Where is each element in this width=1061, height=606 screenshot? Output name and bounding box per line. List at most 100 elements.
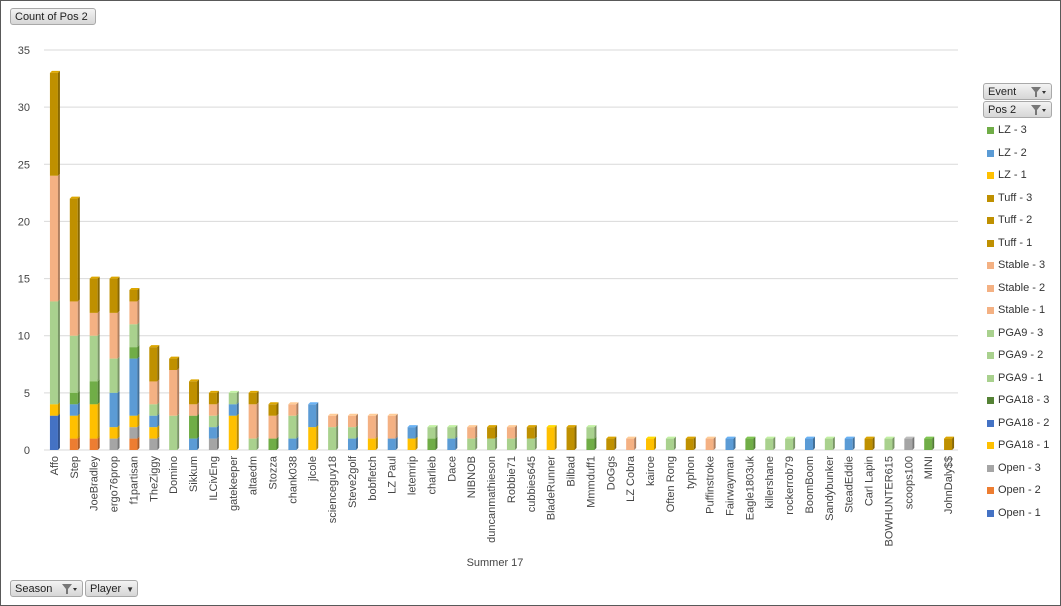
bar-front: [785, 438, 794, 450]
x-tick-label: Stozza: [268, 455, 280, 490]
bar-side: [236, 413, 239, 450]
bar-front: [288, 404, 297, 416]
bar-front: [49, 175, 58, 302]
bar-front: [69, 301, 78, 336]
bar-side: [375, 413, 378, 439]
x-tick-label: BoomBoom: [804, 456, 816, 513]
legend-swatch: [987, 217, 994, 224]
bar-side: [514, 425, 517, 439]
bar-front: [407, 427, 416, 439]
bar-top: [606, 436, 617, 439]
bar-segment: [685, 436, 696, 450]
bar-segment: [387, 436, 398, 450]
bar-front: [268, 404, 277, 416]
bar-front: [129, 427, 138, 439]
bar-front: [169, 358, 178, 370]
event-filter-button[interactable]: Event: [983, 83, 1052, 100]
pos2-filter-label: Pos 2: [988, 104, 1017, 116]
bar-front: [387, 415, 396, 439]
bar-front: [447, 438, 456, 450]
bar-segment: [169, 368, 180, 416]
bar-side: [77, 402, 80, 416]
bar-segment: [506, 436, 517, 450]
x-tick-label: bobfletch: [367, 456, 379, 501]
bar-top: [924, 436, 935, 439]
legend-label: LZ - 1: [998, 169, 1027, 181]
bar-side: [197, 379, 200, 405]
bar-side: [932, 436, 935, 450]
bar-segment: [427, 425, 438, 439]
bar-top: [169, 356, 180, 359]
bar-top: [705, 436, 716, 439]
count-of-pos2-button[interactable]: Count of Pos 2: [10, 8, 96, 25]
bar-front: [109, 438, 118, 450]
x-tick-label: JoeBradley: [89, 456, 101, 512]
bar-side: [97, 333, 100, 382]
bar-segment: [109, 276, 120, 313]
bar-segment: [447, 436, 458, 450]
legend-swatch: [987, 442, 994, 449]
bar-segment: [89, 402, 100, 439]
legend-label: Tuff - 2: [998, 214, 1033, 226]
bar-segment: [69, 402, 80, 416]
bar-side: [276, 436, 279, 450]
bar-front: [89, 278, 98, 313]
bar-segment: [308, 425, 319, 450]
bar-top: [765, 436, 776, 439]
bar-side: [137, 345, 140, 359]
bar-side: [77, 436, 80, 450]
x-group-label: Summer 17: [467, 557, 524, 569]
legend-swatch: [987, 464, 994, 472]
bar-side: [216, 425, 219, 439]
bar-front: [109, 358, 118, 393]
x-tick-label: BladeRunner: [546, 456, 558, 521]
bar-side: [534, 425, 537, 439]
bar-side: [475, 436, 478, 450]
bar-top: [665, 436, 676, 439]
y-tick-label: 30: [18, 102, 30, 114]
bar-side: [137, 356, 140, 416]
pos2-filter-button[interactable]: Pos 2: [983, 101, 1052, 118]
x-tick-label: chank038: [287, 456, 299, 504]
bar-segment: [725, 436, 736, 450]
bar-top: [725, 436, 736, 439]
bar-front: [367, 415, 376, 439]
x-tick-label: LZ Paul: [387, 456, 399, 494]
bar-segment: [785, 436, 796, 450]
season-filter-button[interactable]: Season: [10, 580, 83, 597]
bar-top: [546, 425, 557, 428]
bar-front: [49, 72, 58, 176]
bar-side: [654, 436, 657, 450]
bar-side: [256, 402, 259, 439]
bar-side: [554, 425, 557, 450]
bar-side: [77, 333, 80, 393]
bar-side: [614, 436, 617, 450]
legend-label: PGA9 - 1: [998, 371, 1044, 384]
bar-top: [427, 425, 438, 428]
bar-side: [177, 368, 180, 416]
bar-segment: [268, 413, 279, 439]
bar-side: [97, 402, 100, 439]
bar-front: [487, 427, 496, 439]
legend-label: Tuff - 1: [998, 236, 1033, 249]
bar-front: [586, 427, 595, 439]
bar-segment: [49, 70, 60, 176]
bar-segment: [149, 413, 160, 428]
bar-segment: [765, 436, 776, 450]
bar-front: [487, 438, 496, 450]
bar-side: [355, 436, 358, 450]
x-tick-label: cubbies645: [526, 456, 538, 512]
bar-front: [705, 438, 714, 450]
bar-segment: [149, 425, 160, 439]
season-filter-label: Season: [15, 583, 53, 595]
bar-segment: [69, 390, 80, 405]
x-tick-label: Affo: [49, 456, 61, 475]
bar-front: [208, 404, 217, 416]
bar-front: [804, 438, 813, 450]
bar-segment: [288, 402, 299, 416]
bar-top: [69, 196, 80, 199]
bar-side: [216, 402, 219, 416]
bar-front: [49, 301, 58, 405]
player-filter-button[interactable]: Player ▼: [85, 580, 138, 597]
bar-side: [336, 425, 339, 450]
